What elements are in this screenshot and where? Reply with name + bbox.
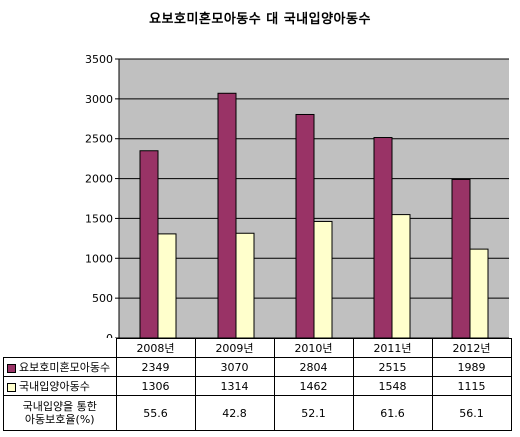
bar-series1: [451, 178, 471, 338]
table-row: 국내입양아동수 1306 1314 1462 1548 1115: [3, 376, 512, 396]
table-cell: 52.1: [273, 395, 354, 431]
legend-label-series2: 국내입양아동수: [19, 380, 90, 393]
table-cell: 56.1: [431, 395, 512, 431]
table-row: 요보호미혼모아동수 2349 3070 2804 2515 1989: [3, 357, 512, 377]
table-cell: 61.6: [352, 395, 433, 431]
bar-series2: [157, 233, 177, 338]
bar-series1: [217, 92, 237, 338]
bar-series1: [373, 137, 393, 338]
bar-series1: [295, 113, 315, 338]
legend-swatch-series1: [7, 363, 16, 373]
table-header-cell: 2010년: [273, 338, 354, 358]
table-cell: 1115: [431, 376, 512, 396]
table-header-cell: 2008년: [115, 338, 196, 358]
y-tick-label: 3000: [85, 93, 113, 106]
bar-series1: [139, 150, 159, 338]
y-tick-label: 1000: [85, 252, 113, 265]
table-cell: 55.6: [115, 395, 196, 431]
row-label-series2: 국내입양아동수: [3, 376, 117, 396]
data-table: 2008년 2009년 2010년 2011년 2012년 요보호미혼모아동수 …: [3, 338, 512, 431]
table-cell: 3070: [194, 357, 275, 377]
table-cell: 1989: [431, 357, 512, 377]
bar-series2: [469, 248, 489, 338]
table-corner-cell: [3, 338, 117, 358]
bar-series2: [313, 220, 333, 338]
table-header-cell: 2009년: [194, 338, 275, 358]
legend-swatch-series2: [7, 382, 16, 392]
table-cell: 2804: [273, 357, 354, 377]
y-tick-label: 500: [92, 292, 113, 305]
table-header-cell: 2011년: [352, 338, 433, 358]
table-cell: 42.8: [194, 395, 275, 431]
table-cell: 1548: [352, 376, 433, 396]
table-cell: 2515: [352, 357, 433, 377]
y-tick-label: 2000: [85, 173, 113, 186]
y-tick-label: 0: [106, 332, 113, 338]
bar-chart: 0 500 1000 1500 2000 2500 3000 3500: [85, 53, 509, 338]
table-header-cell: 2012년: [431, 338, 512, 358]
table-cell: 2349: [115, 357, 196, 377]
rate-label-line2: 아동보호율(%): [24, 413, 95, 426]
bar-series2: [391, 214, 411, 338]
y-tick-label: 2500: [85, 133, 113, 146]
chart-title: 요보호미혼모아동수 대 국내입양아동수: [149, 12, 371, 27]
row-label-series1: 요보호미혼모아동수: [3, 357, 117, 377]
bar-series2: [235, 232, 255, 338]
y-tick-label: 3500: [85, 53, 113, 66]
table-cell: 1306: [115, 376, 196, 396]
table-cell: 1462: [273, 376, 354, 396]
rate-label-line1: 국내입양을 통한: [22, 400, 97, 413]
table-cell: 1314: [194, 376, 275, 396]
table-row-rate: 국내입양을 통한 아동보호율(%) 55.6 42.8 52.1 61.6 56.…: [3, 395, 512, 431]
y-tick-label: 1500: [85, 212, 113, 225]
table-header-row: 2008년 2009년 2010년 2011년 2012년: [3, 338, 512, 358]
legend-label-series1: 요보호미혼모아동수: [19, 361, 111, 374]
row-label-rate: 국내입양을 통한 아동보호율(%): [3, 395, 117, 431]
